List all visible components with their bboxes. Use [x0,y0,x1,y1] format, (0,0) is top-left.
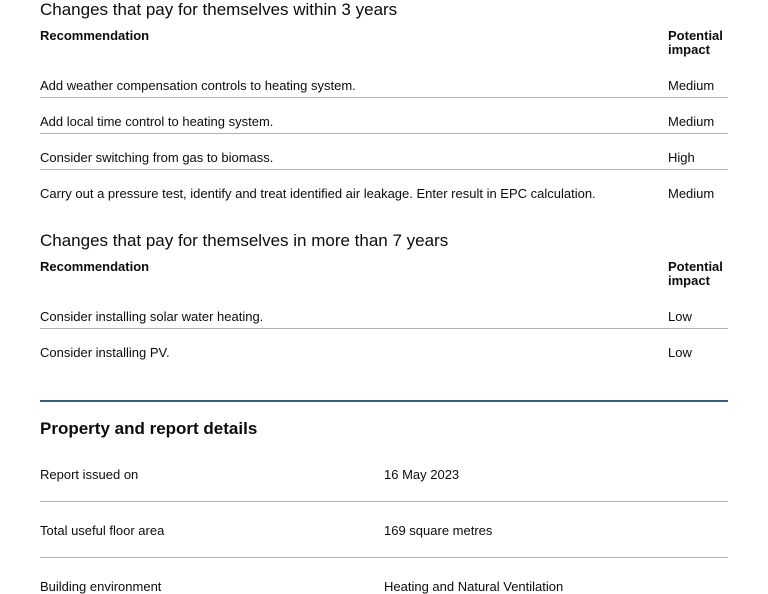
impact-cell: Medium [668,186,715,201]
table-row: Add local time control to heating system… [40,98,728,134]
table-row: Consider installing solar water heating.… [40,288,728,329]
impact-cell: Low [668,345,692,360]
impact-cell: Low [668,309,692,324]
impact-cell: Medium [668,78,715,93]
property-label: Report issued on [40,467,139,482]
epc-report-page: Changes that pay for themselves within 3… [40,0,728,594]
section-title-7-years: Changes that pay for themselves in more … [40,231,449,250]
property-row: Building environment Heating and Natural… [40,558,728,594]
recommendation-cell: Consider installing PV. [40,345,170,360]
table-header: Recommendation Potential impact [40,260,728,288]
impact-cell: High [668,150,695,165]
table-row: Consider installing PV. Low [40,329,728,364]
recommendation-cell: Add local time control to heating system… [40,114,274,129]
recommendations-table-7-years: Changes that pay for themselves in more … [40,231,728,364]
recommendation-cell: Consider installing solar water heating. [40,309,264,324]
property-and-report-details: Property and report details Report issue… [40,419,728,594]
section-break-divider [40,400,728,402]
table-row: Add weather compensation controls to hea… [40,57,728,98]
recommendation-cell: Carry out a pressure test, identify and … [40,186,596,201]
impact-cell: Medium [668,114,715,129]
property-value: 169 square metres [384,523,493,538]
table-header: Recommendation Potential impact [40,29,728,57]
recommendations-table-3-years: Changes that pay for themselves within 3… [40,0,728,205]
property-value: 16 May 2023 [384,467,460,482]
property-value: Heating and Natural Ventilation [384,579,564,594]
property-details-heading: Property and report details [40,419,258,438]
property-label: Building environment [40,579,162,594]
recommendation-cell: Consider switching from gas to biomass. [40,150,274,165]
table-row: Consider switching from gas to biomass. … [40,134,728,170]
column-header-recommendation: Recommendation [40,28,150,43]
table-row: Carry out a pressure test, identify and … [40,170,728,205]
property-row: Total useful floor area 169 square metre… [40,502,728,558]
column-header-recommendation: Recommendation [40,259,150,274]
property-row: Report issued on 16 May 2023 [40,439,728,502]
column-header-potential-impact: Potential impact [668,259,723,288]
property-label: Total useful floor area [40,523,165,538]
recommendation-cell: Add weather compensation controls to hea… [40,78,356,93]
column-header-potential-impact: Potential impact [668,28,723,57]
section-title-3-years: Changes that pay for themselves within 3… [40,0,398,19]
